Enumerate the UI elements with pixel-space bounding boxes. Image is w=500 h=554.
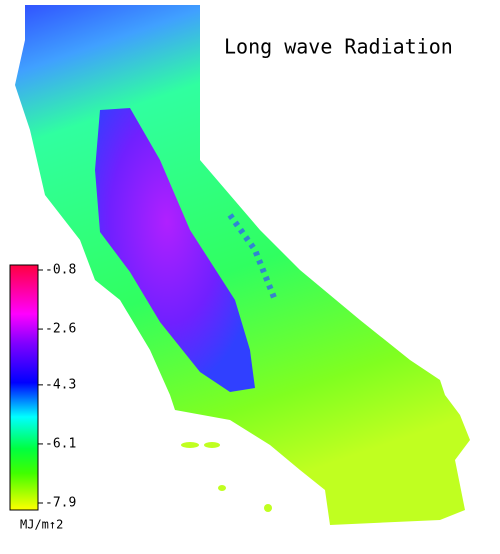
island [264, 504, 272, 512]
island [218, 485, 226, 491]
california-map [15, 5, 470, 525]
colorbar-unit: MJ/m↑2 [20, 518, 63, 532]
island [181, 442, 199, 448]
colorbar [9, 264, 39, 511]
colorbar-tick-label: -4.3 [45, 377, 76, 392]
central-valley [95, 108, 255, 392]
colorbar-tick-label: -2.6 [45, 322, 76, 337]
colorbar-tick-label: -0.8 [45, 263, 76, 278]
colorbar-tick-label: -7.9 [45, 496, 76, 511]
colorbar-tick-label: -6.1 [45, 436, 76, 451]
map-title: Long wave Radiation [224, 35, 453, 59]
island [204, 442, 220, 448]
state-shape [15, 5, 470, 525]
